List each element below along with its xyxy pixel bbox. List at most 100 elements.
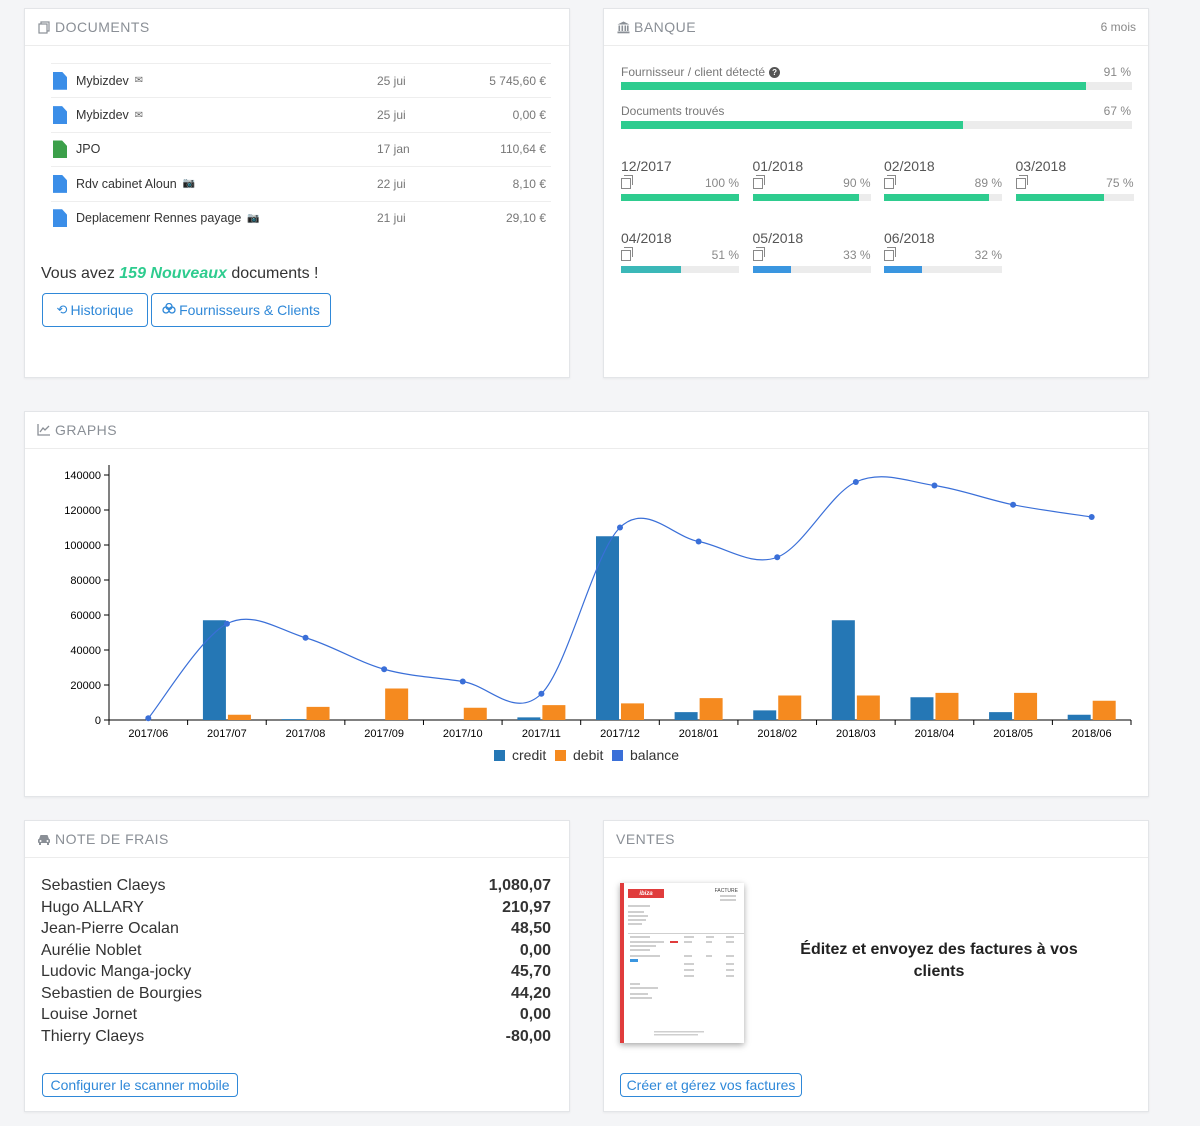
create-invoices-button[interactable]: Créer et gérez vos factures xyxy=(620,1073,802,1097)
month-stat[interactable]: 05/2018 33 % xyxy=(752,230,871,273)
graphs-header: GRAPHS xyxy=(25,412,1148,449)
document-date: 25 jui xyxy=(377,108,406,123)
documents-header: DOCUMENTS xyxy=(25,9,569,46)
month-stat[interactable]: 01/2018 90 % xyxy=(752,158,871,201)
balance-point xyxy=(1010,501,1017,508)
banque-period[interactable]: 6 mois xyxy=(1100,20,1136,34)
history-icon: ⟲ xyxy=(56,302,68,317)
document-date: 17 jan xyxy=(377,142,410,157)
invoice-logo: ibiza xyxy=(628,889,664,898)
legend-swatch xyxy=(555,750,566,761)
document-row[interactable]: Deplacemenr Rennes payage 📷 21 jui 29,10 … xyxy=(51,200,551,235)
ndf-title: NOTE DE FRAIS xyxy=(55,831,169,847)
x-tick-label: 2018/03 xyxy=(836,728,876,740)
month-name: 02/2018 xyxy=(884,158,935,174)
invoice-preview: ibiza FACTURE xyxy=(620,883,744,1043)
expense-row[interactable]: Ludovic Manga-jocky 45,70 xyxy=(41,961,551,983)
expense-amount: 210,97 xyxy=(502,898,551,916)
document-row[interactable]: Mybizdev ✉ 25 jui 5 745,60 € xyxy=(51,63,551,97)
x-tick-label: 2018/02 xyxy=(757,728,797,740)
y-tick-label: 20000 xyxy=(70,680,101,692)
debit-bar xyxy=(306,706,330,720)
suppliers-clients-label: Fournisseurs & Clients xyxy=(179,302,320,318)
employee-name: Ludovic Manga-jocky xyxy=(41,963,192,980)
month-name: 12/2017 xyxy=(621,158,672,174)
document-name[interactable]: JPO xyxy=(76,142,377,156)
month-stat[interactable]: 12/2017 100 % xyxy=(621,158,739,201)
document-amount: 5 745,60 € xyxy=(489,73,546,88)
balance-point xyxy=(695,538,702,545)
expense-row[interactable]: Thierry Claeys -80,00 xyxy=(41,1026,551,1048)
expense-row[interactable]: Louise Jornet 0,00 xyxy=(41,1004,551,1026)
configure-scanner-button[interactable]: Configurer le scanner mobile xyxy=(42,1073,238,1097)
month-stat[interactable]: 04/2018 51 % xyxy=(621,230,739,273)
balance-point xyxy=(459,678,466,685)
month-stat[interactable]: 03/2018 75 % xyxy=(1015,158,1134,201)
credit-bar xyxy=(202,620,226,720)
document-name[interactable]: Mybizdev ✉ xyxy=(76,108,377,122)
month-name: 01/2018 xyxy=(752,158,804,174)
document-row[interactable]: Mybizdev ✉ 25 jui 0,00 € xyxy=(51,97,551,131)
document-name-text: JPO xyxy=(76,142,101,157)
suppliers-clients-button[interactable]: Fournisseurs & Clients xyxy=(151,293,331,327)
balance-point xyxy=(852,479,859,485)
expense-row[interactable]: Sebastien Claeys 1,080,07 xyxy=(41,875,551,897)
new-docs-suffix: documents ! xyxy=(226,265,319,282)
documents-found-pct: 67 % xyxy=(1103,104,1131,118)
month-bar xyxy=(884,266,1002,273)
expense-amount: 45,70 xyxy=(510,963,551,980)
ventes-card: VENTES ibiza FACTURE xyxy=(603,820,1149,1112)
month-stat[interactable]: 06/2018 32 % xyxy=(884,230,1002,273)
credit-bar xyxy=(989,712,1013,720)
balance-point xyxy=(302,634,309,641)
help-icon[interactable]: ? xyxy=(769,66,781,78)
supplier-detected-text: Fournisseur / client détecté xyxy=(621,65,766,79)
expense-row[interactable]: Sebastien de Bourgies 44,20 xyxy=(41,983,551,1005)
y-tick-label: 100000 xyxy=(64,540,101,552)
debit-bar xyxy=(542,705,566,720)
invoice-lines xyxy=(628,895,744,1036)
month-bar-fill xyxy=(884,266,922,273)
copy-icon xyxy=(621,174,633,189)
x-tick-label: 2018/05 xyxy=(993,728,1033,740)
document-row[interactable]: Rdv cabinet Aloun 📷 22 jui 8,10 € xyxy=(51,166,551,200)
employee-name: Louise Jornet xyxy=(41,1006,138,1023)
balance-point xyxy=(774,554,781,561)
employee-name: Sebastien de Bourgies xyxy=(41,984,202,1002)
document-row[interactable]: JPO 17 jan 110,64 € xyxy=(51,131,551,166)
new-docs-count[interactable]: 159 Nouveaux xyxy=(119,265,227,282)
debit-bar xyxy=(778,695,802,720)
legend-label: credit xyxy=(512,747,546,763)
file-icon xyxy=(53,71,67,90)
month-bar xyxy=(1015,194,1134,201)
expense-row[interactable]: Aurélie Noblet 0,00 xyxy=(41,940,551,962)
employee-name: Thierry Claeys xyxy=(41,1027,145,1045)
supplier-detected-bar xyxy=(621,82,1132,90)
supplier-detected-label: Fournisseur / client détecté ? xyxy=(621,65,781,79)
month-name: 06/2018 xyxy=(884,230,935,246)
document-amount: 29,10 € xyxy=(505,211,546,226)
month-stat[interactable]: 02/2018 89 % xyxy=(884,158,1002,201)
graphs-card: GRAPHS 0 20000 40000 60000 80000 100000 120000… xyxy=(24,411,1149,797)
balance-point xyxy=(145,715,152,722)
bank-icon xyxy=(616,20,630,34)
credit-bar xyxy=(753,710,777,720)
expense-row[interactable]: Jean-Pierre Ocalan 48,50 xyxy=(41,918,551,940)
credit-bar xyxy=(831,620,855,720)
file-icon xyxy=(53,106,67,125)
x-tick-label: 2017/11 xyxy=(522,728,561,740)
file-icon xyxy=(53,140,67,159)
history-button[interactable]: ⟲ Historique xyxy=(42,293,148,327)
x-tick-label: 2017/12 xyxy=(600,728,640,740)
y-tick-label: 120000 xyxy=(64,505,101,517)
month-name: 04/2018 xyxy=(621,230,672,246)
expense-row[interactable]: Hugo ALLARY 210,97 xyxy=(41,897,551,919)
document-name[interactable]: Deplacemenr Rennes payage 📷 xyxy=(76,211,377,225)
month-pct: 100 % xyxy=(704,176,739,190)
users-icon xyxy=(162,302,176,318)
document-name[interactable]: Rdv cabinet Aloun 📷 xyxy=(76,177,377,191)
banque-header: BANQUE 6 mois xyxy=(604,9,1148,46)
documents-found-bar xyxy=(621,121,1132,129)
x-tick-label: 2018/04 xyxy=(915,728,955,740)
document-name[interactable]: Mybizdev ✉ xyxy=(76,74,377,88)
